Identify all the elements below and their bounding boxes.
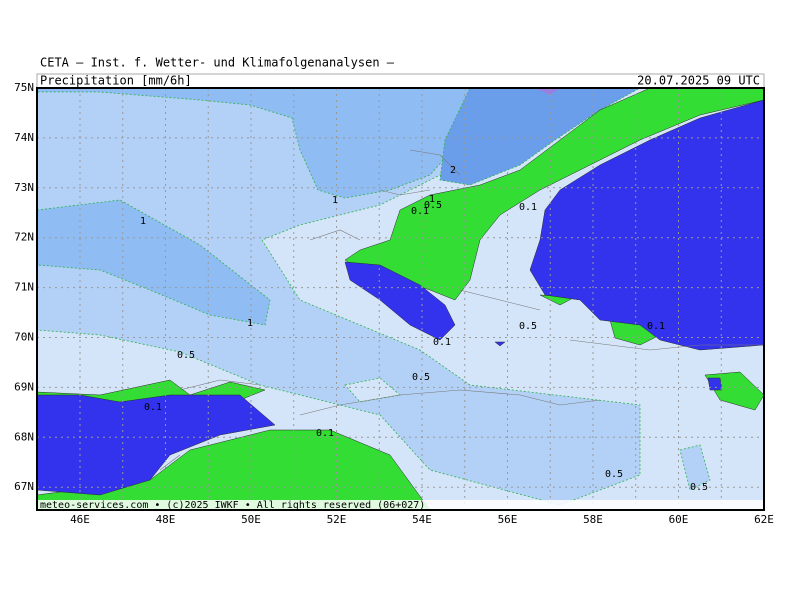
- map-frame: [36, 87, 765, 511]
- map-area: meteo-services.com • (c)2025 IWKF • All …: [36, 87, 765, 511]
- axis-labels: 75N 74N 73N 72N 71N 70N 69N 68N 67N 46E 48E 50E 52E 5…: [14, 81, 774, 526]
- latitude-label: 71N: [14, 281, 34, 294]
- coastline: [159, 149, 764, 471]
- footer-copyright: meteo-services.com • (c)2025 IWKF • All …: [40, 500, 425, 511]
- contour-label: 1: [247, 318, 253, 329]
- contour-label: 1: [332, 195, 338, 206]
- contour-labels: 1 1 2 1 0.5 0.1 0.1 1 0.5 0.1 0.5 0.1 0.…: [140, 165, 708, 493]
- latitude-label: 73N: [14, 181, 34, 194]
- contour-label: 0.5: [424, 200, 442, 211]
- contour-label: 0.1: [519, 202, 537, 213]
- contour-label: 0.1: [144, 402, 162, 413]
- longitude-label: 54E: [412, 513, 432, 526]
- valid-time: 20.07.2025 09 UTC: [637, 74, 760, 88]
- contour-label: 0.5: [412, 372, 430, 383]
- contour-label: 0.1: [433, 337, 451, 348]
- longitude-label: 48E: [156, 513, 176, 526]
- longitude-label: 60E: [669, 513, 689, 526]
- latitude-label: 68N: [14, 430, 34, 443]
- longitude-label: 58E: [583, 513, 603, 526]
- contour-label: 0.5: [519, 321, 537, 332]
- precip-band-5: [535, 88, 560, 95]
- longitude-label: 50E: [241, 513, 261, 526]
- product-label: Precipitation_[mm/6h]: [40, 74, 192, 88]
- latitude-label: 74N: [14, 131, 34, 144]
- latitude-label: 67N: [14, 480, 34, 493]
- contour-label: 1: [140, 216, 146, 227]
- latitude-label: 75N: [14, 81, 34, 94]
- contour-label: 0.1: [647, 321, 665, 332]
- longitude-label: 62E: [754, 513, 774, 526]
- precip-band-2: [439, 88, 641, 186]
- longitude-label: 52E: [327, 513, 347, 526]
- precip-band-blue: [37, 99, 764, 496]
- contour-label: 0.1: [411, 206, 429, 217]
- contour-label: 0.5: [605, 469, 623, 480]
- latitude-label: 70N: [14, 331, 34, 344]
- latitude-label: 69N: [14, 380, 34, 393]
- longitude-label: 56E: [498, 513, 518, 526]
- longitude-label: 46E: [70, 513, 90, 526]
- contour-label: 2: [450, 165, 456, 176]
- contour-label: 1: [429, 194, 435, 205]
- latitude-label: 72N: [14, 231, 34, 244]
- contour-label: 0.1: [316, 428, 334, 439]
- contour-label: 0.5: [177, 350, 195, 361]
- footer-strip: [37, 500, 764, 510]
- contour-label: 0.5: [690, 482, 708, 493]
- header-title: CETA — Inst. f. Wetter- und Klimafolgena…: [40, 56, 395, 70]
